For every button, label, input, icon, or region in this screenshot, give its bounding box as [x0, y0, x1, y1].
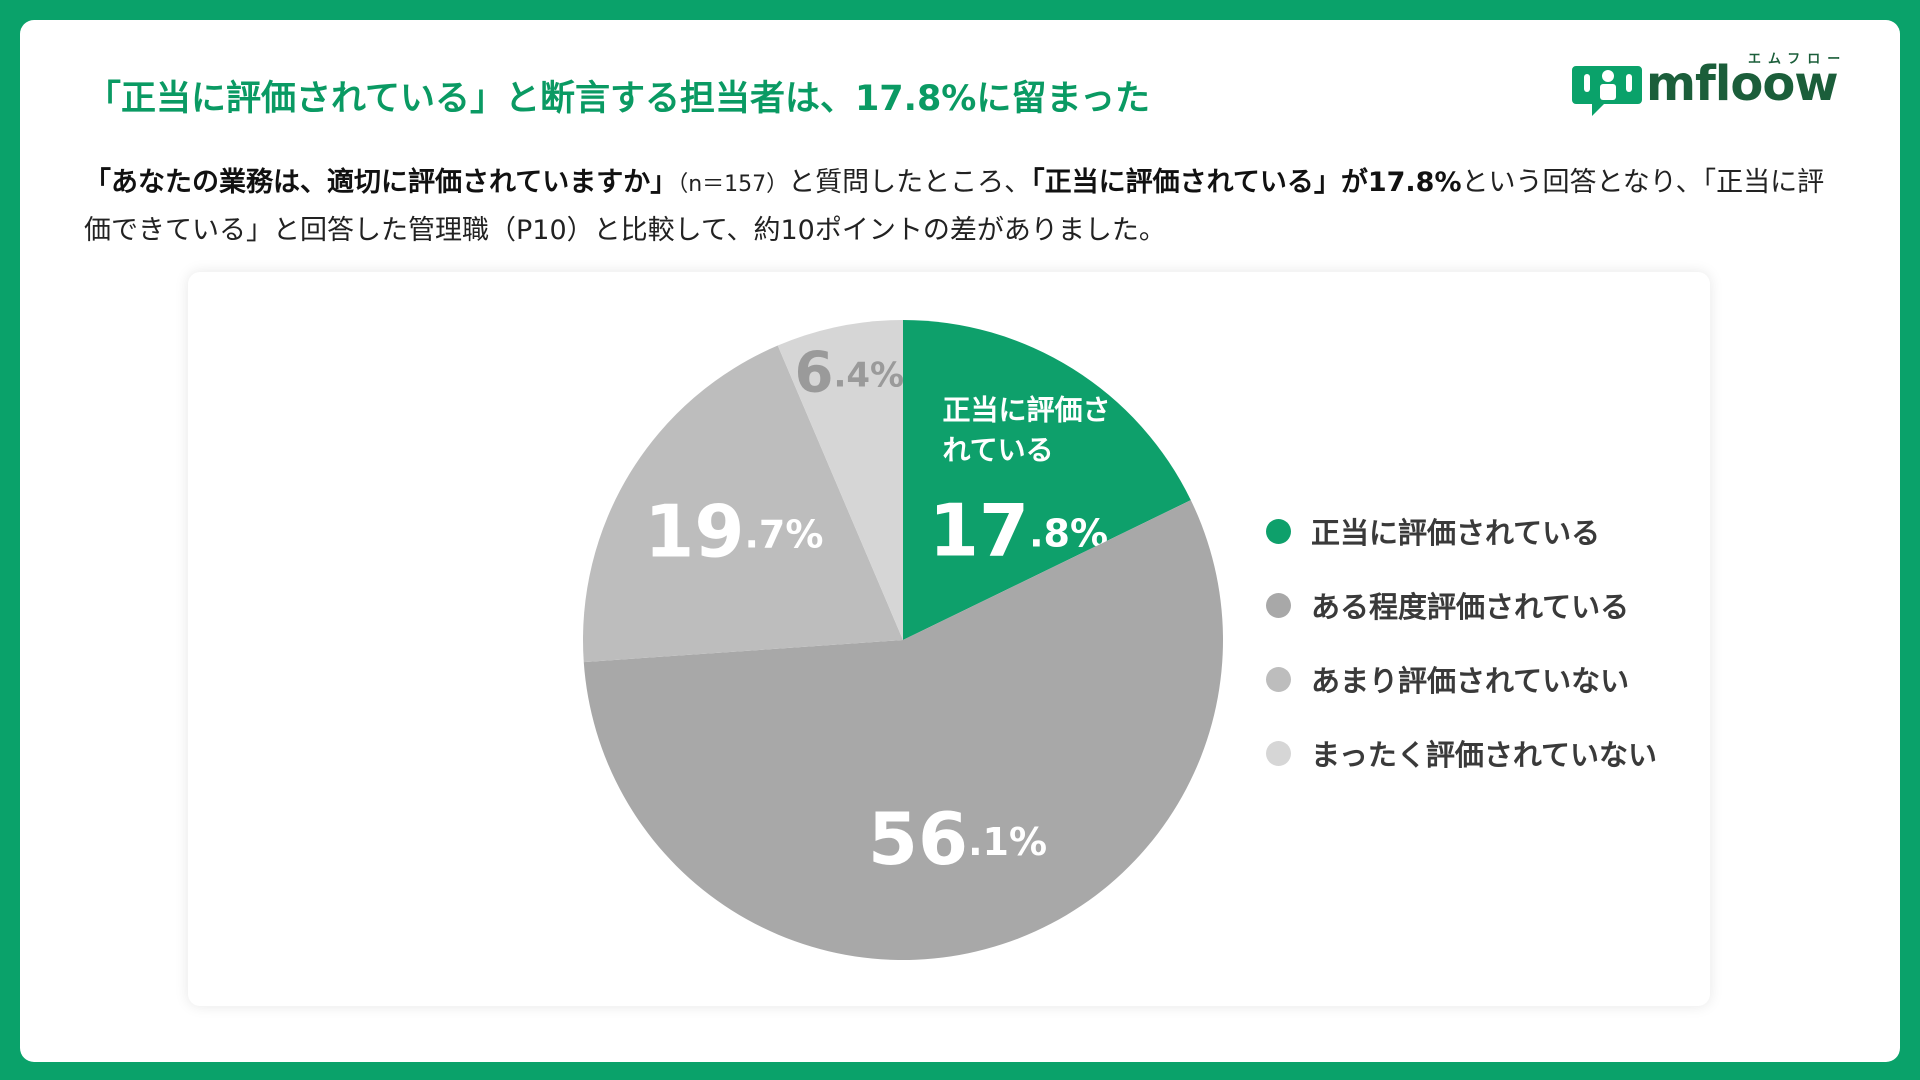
logo-kana: エムフロー	[1748, 52, 1848, 67]
pie-slice	[903, 320, 1191, 640]
logo-text: mfloow	[1646, 56, 1839, 112]
pie-slice	[582, 345, 903, 663]
slice-value-label: 6.4%	[795, 341, 905, 406]
highlight-text: 「正当に評価されている」が17.8%	[1031, 167, 1462, 198]
legend-swatch	[1266, 740, 1291, 766]
slice-category-label: れている	[942, 434, 1053, 467]
pie-slice	[583, 500, 1223, 960]
legend-item: ある程度評価されている	[1266, 568, 1657, 642]
legend-label: まったく評価されていない	[1311, 738, 1657, 772]
legend-label: あまり評価されていない	[1311, 664, 1630, 698]
description-text-1: と質問したところ、	[788, 167, 1032, 198]
legend-item: あまり評価されていない	[1266, 642, 1657, 716]
page-title: 「正当に評価されている」と断言する担当者は、17.8%に留まった	[86, 79, 1150, 119]
legend-swatch	[1266, 666, 1291, 692]
legend-item: 正当に評価されている	[1266, 494, 1657, 568]
legend-label: 正当に評価されている	[1311, 516, 1601, 550]
legend-label: ある程度評価されている	[1311, 590, 1630, 624]
slice-category-label: 正当に評価さ	[942, 394, 1110, 427]
legend: 正当に評価されている ある程度評価されている あまり評価されていない まったく評…	[1266, 494, 1657, 790]
slice-value-label: 56.1%	[868, 797, 1047, 881]
logo-mark-icon	[1572, 66, 1642, 116]
mfloow-logo: エムフロー mfloow	[1572, 48, 1862, 128]
slice-value-label: 19.7%	[644, 489, 823, 573]
description: 「あなたの業務は、適切に評価されていますか」（n＝157）と質問したところ、「正…	[84, 160, 1844, 254]
legend-swatch	[1266, 518, 1291, 544]
sample-size: （n＝157）	[677, 172, 789, 197]
pie-slice	[777, 320, 903, 640]
legend-swatch	[1266, 592, 1291, 618]
legend-item: まったく評価されていない	[1266, 716, 1657, 790]
question-text: 「あなたの業務は、適切に評価されていますか」	[84, 167, 678, 198]
description-text-2: という回答となり、「正当に評価できている」と回答した管理職（P10）と比較して、…	[84, 167, 1825, 246]
